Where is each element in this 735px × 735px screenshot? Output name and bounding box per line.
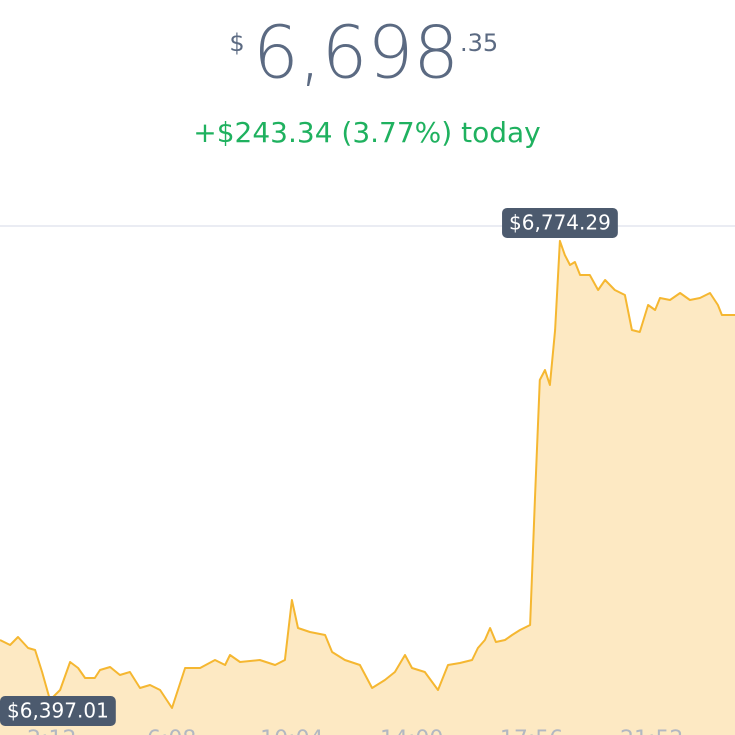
x-tick-label: 10:04 [260,727,323,735]
price-change: +$243.34 (3.77%) today [193,116,540,149]
label-text: $6,774.29 [509,210,611,234]
label-text: $6,397.01 [7,699,109,723]
label-box [0,696,116,726]
price: 6,698 [253,11,459,95]
price-line [0,239,735,709]
label-box [502,207,618,238]
x-tick-label: 6:08 [147,727,196,735]
x-tick-label: 14:00 [380,727,443,735]
low-label: $6,397.01 [0,696,116,726]
area-fill [0,240,735,735]
x-tick-label: 17:56 [500,727,563,735]
x-tick-label: 2:12 [27,727,76,735]
currency-symbol: $ [229,29,244,57]
x-tick-label: 21:52 [620,727,683,735]
high-label: $6,774.29 [502,207,618,238]
price-cents: .35 [460,29,498,57]
plot: 2:12 6:08 10:04 14:00 17:56 21:52 $6,774.29 $6,… [0,207,735,735]
